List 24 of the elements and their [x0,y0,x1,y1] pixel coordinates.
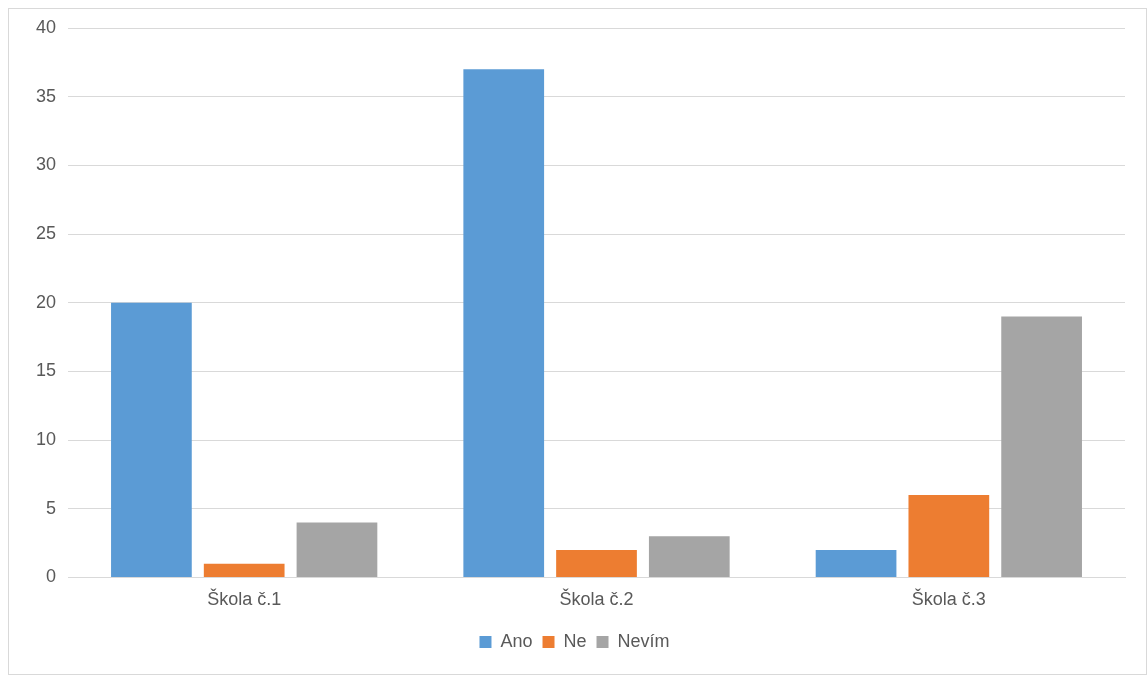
bar [815,549,897,577]
bar [1001,316,1082,577]
y-tick-label: 40 [35,16,57,37]
y-tick-label: 5 [46,497,57,518]
bar [111,302,192,577]
y-tick-label: 30 [35,154,57,175]
bar [203,563,285,577]
y-tick-label: 20 [35,291,57,312]
y-tick-label: 0 [46,566,57,587]
legend-label: Ne [563,630,587,651]
bar [296,522,378,577]
y-tick-label: 10 [35,429,57,450]
x-tick-label: Škola č.1 [207,588,282,610]
legend-label: Ano [500,630,533,651]
bar [463,69,545,577]
bar [648,536,730,577]
y-tick-label: 15 [35,360,57,381]
bar [556,549,637,577]
legend-label: Nevím [617,630,670,651]
x-tick-label: Škola č.2 [559,588,634,610]
bar [908,494,990,577]
y-tick-label: 25 [35,222,57,243]
y-tick-label: 35 [35,85,57,106]
x-tick-label: Škola č.3 [911,588,986,610]
